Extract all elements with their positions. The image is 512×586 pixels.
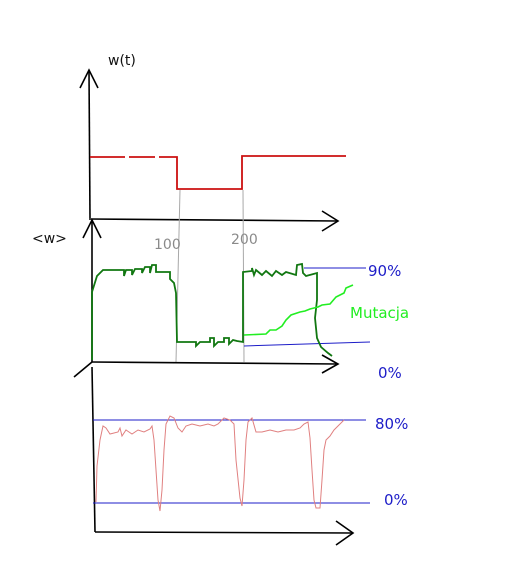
fitness-step-line-seg3 [159,155,346,190]
bottom-x-axis [94,531,353,534]
time-guides [175,189,245,363]
time-tick-200: 200 [231,232,258,248]
percent-0-middle-label: 0% [378,364,402,382]
bottom-x-axis-arrowhead [335,520,355,546]
top-y-axis [88,70,91,219]
wt-axis-label: w(t) [108,53,136,69]
mean-fitness-axis-label: <w> [32,231,67,247]
top-panel [79,68,346,232]
bottom-panel [91,366,370,546]
middle-y-axis-arrowhead [82,218,102,239]
threshold-0-middle-line [243,341,371,347]
top-x-axis [88,218,338,222]
percent-80-label: 80% [375,415,409,433]
mutation-label: Mutacja [350,304,410,322]
mutation-curve [243,284,354,336]
middle-origin-tick [73,361,93,378]
middle-x-axis-arrowhead [321,354,340,374]
percent-0-bottom-label: 0% [384,491,408,509]
middle-x-axis [91,361,338,365]
diversity-curve [95,415,345,512]
top-x-axis-arrowhead [321,210,340,232]
top-y-axis-arrowhead [79,68,99,89]
percent-90-label: 90% [368,262,402,280]
time-tick-100: 100 [154,237,181,253]
bottom-y-axis [91,366,96,533]
mean-fitness-curve [91,262,333,360]
middle-panel [73,218,371,378]
